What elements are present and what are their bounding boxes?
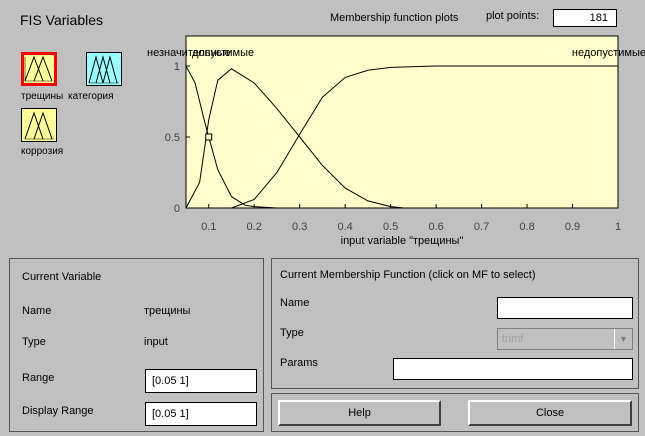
x-tick-label: 0.8 (519, 221, 534, 233)
mf-curve-1[interactable] (185, 68, 405, 209)
x-axis-label: input variable "трещины" (341, 235, 464, 247)
var-name-label: Name (22, 305, 52, 317)
variable-label-corrosion: коррозия (21, 146, 64, 157)
var-range-label: Range (22, 372, 55, 384)
current-mf-panel: Current Membership Function (click on MF… (271, 258, 639, 389)
mf-label-1[interactable]: допустимые (192, 47, 254, 59)
current-mf-title: Current Membership Function (click on MF… (280, 269, 536, 281)
variable-label-cracks: трещины (21, 91, 64, 102)
variable-label-category: категория (68, 91, 114, 102)
mf-curve-2[interactable] (231, 65, 619, 209)
variable-icon-cracks[interactable] (21, 52, 57, 86)
fis-variables-title: FIS Variables (20, 12, 103, 28)
close-button[interactable]: Close (468, 400, 632, 426)
button-panel: Help Close (271, 393, 639, 432)
var-type-value: input (144, 336, 168, 348)
mf-handle[interactable] (205, 133, 213, 141)
display-range-label: Display Range (22, 405, 94, 417)
variable-icon-category[interactable] (86, 52, 122, 86)
current-variable-title: Current Variable (22, 271, 102, 283)
var-name-value: трещины (144, 305, 191, 317)
plot-area (185, 35, 619, 209)
mf-curves (185, 65, 619, 209)
display-range-input[interactable]: [0.05 1] (145, 402, 257, 426)
variable-icon-corrosion[interactable] (21, 108, 57, 142)
x-ticks: 0.1 0.2 0.3 0.4 0.5 0.6 0.7 0.8 0.9 1 (201, 204, 621, 233)
plot-points-label: plot points: (486, 10, 540, 22)
mf-params-label: Params (280, 357, 318, 369)
triangle-mf-icon (88, 55, 119, 84)
mf-type-value: trimf (502, 333, 524, 345)
plot-points-input[interactable]: 181 (553, 9, 617, 27)
var-type-label: Type (22, 336, 46, 348)
help-button[interactable]: Help (278, 400, 441, 426)
x-tick-label: 0.5 (383, 221, 398, 233)
membership-function-plot[interactable]: 0.1 0.2 0.3 0.4 0.5 0.6 0.7 0.8 0.9 1 00.51 незна… (0, 0, 645, 252)
x-tick-label: 0.6 (428, 221, 443, 233)
mf-curve-0[interactable] (185, 65, 300, 209)
range-input[interactable]: [0.05 1] (145, 369, 257, 393)
mf-name-input[interactable] (497, 297, 633, 319)
mf-label-2[interactable]: недопустимые (572, 47, 645, 59)
x-tick-label: 0.7 (474, 221, 489, 233)
mf-params-input[interactable] (393, 358, 633, 380)
x-tick-label: 0.9 (565, 221, 580, 233)
chevron-down-icon: ▼ (614, 329, 632, 349)
x-tick-label: 0.2 (247, 221, 262, 233)
triangle-mf-icon (24, 55, 53, 82)
y-tick-label: 1 (174, 61, 180, 73)
x-tick-label: 0.3 (292, 221, 307, 233)
x-tick-label: 0.1 (201, 221, 216, 233)
y-ticks: 00.51 (165, 61, 190, 215)
mf-name-label: Name (280, 297, 310, 309)
y-tick-label: 0.5 (165, 132, 180, 144)
current-variable-panel: Current Variable Name трещины Type input… (9, 258, 264, 432)
y-tick-label: 0 (174, 203, 180, 215)
mf-label-0[interactable]: незначительные (147, 47, 231, 59)
x-tick-label: 1 (615, 221, 621, 233)
triangle-mf-icon (24, 111, 54, 140)
mf-type-dropdown[interactable]: trimf ▼ (497, 328, 633, 350)
mf-type-label: Type (280, 327, 304, 339)
mf-plots-title: Membership function plots (330, 12, 459, 24)
x-tick-label: 0.4 (338, 221, 353, 233)
